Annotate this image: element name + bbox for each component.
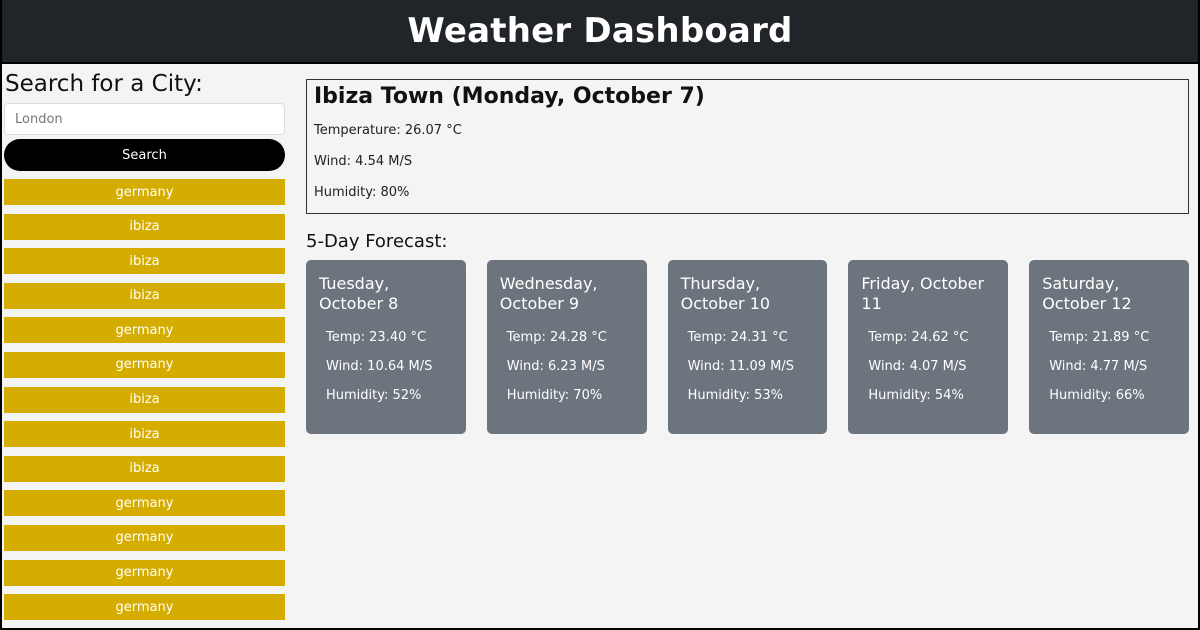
current-wind: Wind: 4.54 M/S — [314, 154, 413, 169]
forecast-card: Saturday, October 12 Temp: 21.89 °C Wind… — [1029, 260, 1189, 434]
forecast-card: Wednesday, October 9 Temp: 24.28 °C Wind… — [486, 260, 647, 434]
forecast-title: 5-Day Forecast: — [306, 231, 448, 252]
forecast-wind: Wind: 10.64 M/S — [326, 359, 433, 374]
history-item[interactable]: ibiza — [4, 455, 285, 482]
history-item[interactable]: germany — [4, 490, 285, 517]
forecast-date: Wednesday, October 9 — [499, 274, 598, 313]
current-humidity: Humidity: 80% — [314, 185, 410, 200]
history-item[interactable]: ibiza — [4, 421, 285, 448]
history-item[interactable]: ibiza — [4, 213, 285, 240]
forecast-card: Thursday, October 10 Temp: 24.31 °C Wind… — [667, 260, 828, 434]
forecast-wind: Wind: 11.09 M/S — [687, 359, 794, 374]
history-item[interactable]: ibiza — [4, 282, 285, 309]
history-item[interactable]: germany — [4, 594, 285, 621]
city-search-input[interactable] — [4, 103, 285, 135]
search-button[interactable]: Search — [4, 139, 285, 171]
history-item[interactable]: germany — [4, 351, 285, 378]
forecast-date: Friday, October 11 — [861, 274, 985, 313]
search-heading: Search for a City: — [5, 71, 203, 97]
forecast-humidity: Humidity: 70% — [506, 388, 603, 403]
forecast-wind: Wind: 4.07 M/S — [868, 359, 967, 374]
forecast-humidity: Humidity: 66% — [1049, 388, 1145, 403]
page-title: Weather Dashboard — [407, 11, 793, 51]
history-item[interactable]: germany — [4, 179, 285, 205]
current-temperature: Temperature: 26.07 °C — [314, 123, 462, 138]
forecast-cards: Tuesday, October 8 Temp: 23.40 °C Wind: … — [306, 260, 1189, 434]
forecast-humidity: Humidity: 53% — [687, 388, 783, 403]
forecast-wind: Wind: 6.23 M/S — [506, 359, 605, 374]
search-history-list: germany ibiza ibiza ibiza germany german… — [4, 179, 287, 621]
history-item[interactable]: germany — [4, 317, 285, 344]
forecast-temp: Temp: 24.28 °C — [506, 330, 607, 345]
current-city-title: Ibiza Town (Monday, October 7) — [314, 84, 705, 109]
search-sidebar: Search for a City: Search germany ibiza … — [4, 66, 287, 628]
forecast-date: Saturday, October 12 — [1042, 274, 1132, 313]
forecast-wind: Wind: 4.77 M/S — [1049, 359, 1148, 374]
forecast-humidity: Humidity: 52% — [326, 388, 422, 403]
forecast-humidity: Humidity: 54% — [868, 388, 964, 403]
forecast-card: Friday, October 11 Temp: 24.62 °C Wind: … — [848, 260, 1009, 434]
forecast-card: Tuesday, October 8 Temp: 23.40 °C Wind: … — [306, 260, 466, 434]
history-item[interactable]: germany — [4, 559, 285, 586]
forecast-temp: Temp: 24.62 °C — [868, 330, 969, 345]
forecast-temp: Temp: 21.89 °C — [1049, 330, 1150, 345]
forecast-temp: Temp: 24.31 °C — [687, 330, 788, 345]
history-item[interactable]: ibiza — [4, 248, 285, 275]
forecast-date: Thursday, October 10 — [680, 274, 771, 313]
header: Weather Dashboard — [2, 0, 1198, 64]
forecast-date: Tuesday, October 8 — [319, 274, 399, 313]
current-weather-panel: Ibiza Town (Monday, October 7) Temperatu… — [306, 79, 1189, 214]
history-item[interactable]: germany — [4, 524, 285, 551]
history-item[interactable]: ibiza — [4, 386, 285, 413]
forecast-temp: Temp: 23.40 °C — [326, 330, 427, 345]
